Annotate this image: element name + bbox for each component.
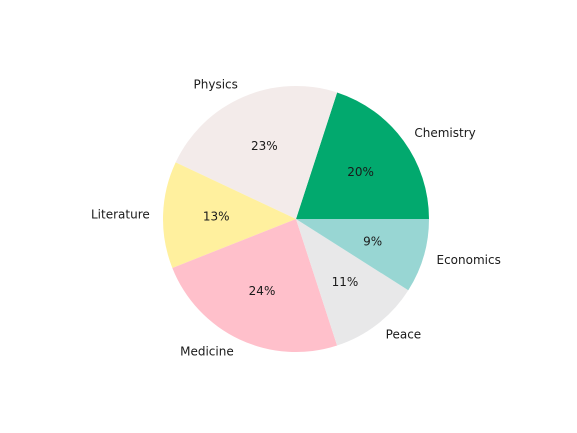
category-label-medicine: Medicine [180,344,234,358]
category-label-literature: Literature [91,207,150,221]
category-labels: Chemistry Physics Literature Medicine Peace E… [91,78,501,359]
category-label-physics: Physics [194,78,238,92]
pct-label-economics: 9% [363,234,382,248]
pie-slice-peace [296,219,409,346]
category-label-peace: Peace [386,328,422,342]
pie-slice-literature [163,162,296,268]
percentage-labels: 20% 23% 13% 24% 11% 9% [203,139,382,298]
pct-label-chemistry: 20% [347,165,374,179]
pct-label-physics: 23% [251,139,278,153]
pie-slices [163,86,429,352]
category-label-economics: Economics [436,253,500,267]
pie-slice-economics [296,219,429,291]
pct-label-medicine: 24% [249,284,276,298]
pie-slice-medicine [172,219,338,352]
pie-slice-chemistry [296,92,429,219]
pct-label-literature: 13% [203,209,230,223]
pct-label-peace: 11% [332,275,359,289]
category-label-chemistry: Chemistry [414,126,475,140]
pie-slice-physics [175,86,338,219]
